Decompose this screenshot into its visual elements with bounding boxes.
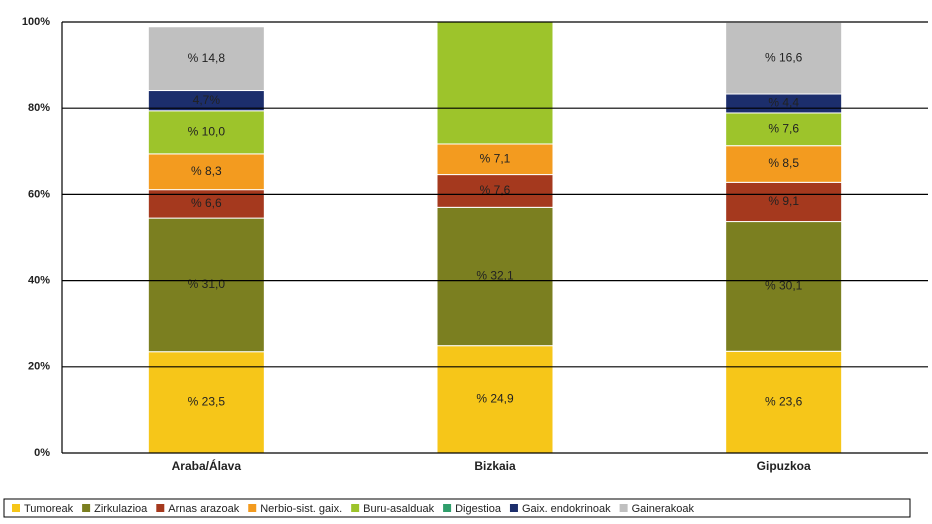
bar-segment (725, 22, 843, 95)
data-label: % 30,1 (765, 279, 803, 293)
bar-segment (436, 174, 554, 208)
legend-label: Gaix. endokrinoak (522, 503, 611, 515)
bar-segment (147, 26, 265, 92)
legend-label: Nerbio-sist. gaix. (260, 503, 342, 515)
legend-label: Digestioa (455, 503, 502, 515)
legend-label: Tumoreak (24, 503, 74, 515)
y-tick-label: 40% (28, 275, 50, 287)
legend-label: Gainerakoak (632, 503, 695, 515)
legend-swatch (248, 504, 257, 512)
data-label: % 10,0 (188, 125, 226, 139)
data-label: % 7,6 (768, 121, 799, 135)
data-label: % 9,1 (768, 194, 799, 208)
legend-label: Buru-asalduak (363, 503, 434, 515)
data-label: % 14,8 (188, 51, 226, 65)
y-tick-label: 80% (28, 102, 50, 114)
y-tick-label: 60% (28, 188, 50, 200)
data-label: % 31,0 (188, 277, 226, 291)
x-tick-label: Araba/Álava (172, 458, 242, 473)
y-tick-label: 100% (22, 16, 50, 28)
legend-box (3, 498, 911, 518)
bar-segment (725, 350, 843, 453)
bar-segment (725, 112, 843, 147)
bar-segment (436, 206, 554, 347)
plot-area: % 23,5 % 31,0 % 6,6 % 8,3 % 10,0 4,7% % 14,8 % … (147, 22, 843, 453)
legend-label: Zirkulazioa (94, 503, 148, 515)
data-label: % 6,6 (191, 196, 222, 210)
data-label: % 8,5 (768, 156, 799, 170)
data-label: % 23,5 (188, 395, 226, 409)
legend-swatch (156, 504, 165, 512)
legend-swatch (619, 504, 628, 512)
bar-segment (147, 217, 265, 353)
legend-swatch (509, 504, 518, 512)
x-tick-label: Bizkaia (474, 459, 516, 473)
bar-segment (147, 351, 265, 453)
data-label: % 32,1 (476, 269, 514, 283)
data-label: % 7,6 (480, 183, 511, 197)
bar-segment (147, 110, 265, 155)
legend-swatch (351, 504, 360, 512)
data-label: 4,7% (193, 93, 221, 107)
data-label: % 7,1 (480, 151, 511, 165)
legend-swatch (443, 504, 452, 512)
bar-segment (436, 22, 554, 145)
legend-swatch (12, 504, 20, 512)
y-tick-label: 20% (28, 361, 50, 373)
data-label: % 16,6 (765, 50, 803, 64)
bar-segment (725, 181, 843, 223)
data-label: % 8,3 (191, 164, 222, 178)
legend-swatch (82, 504, 91, 512)
data-label: % 24,9 (476, 392, 514, 406)
bar-segment (725, 145, 843, 183)
legend-label: Arnas arazoak (168, 503, 239, 515)
data-label: % 23,6 (765, 394, 803, 408)
y-tick-label: 0% (34, 447, 50, 459)
bar-segment (436, 345, 554, 453)
x-tick-label: Gipuzkoa (757, 459, 811, 473)
data-label: % 4,4 (768, 96, 799, 110)
bar-segment (725, 221, 843, 352)
